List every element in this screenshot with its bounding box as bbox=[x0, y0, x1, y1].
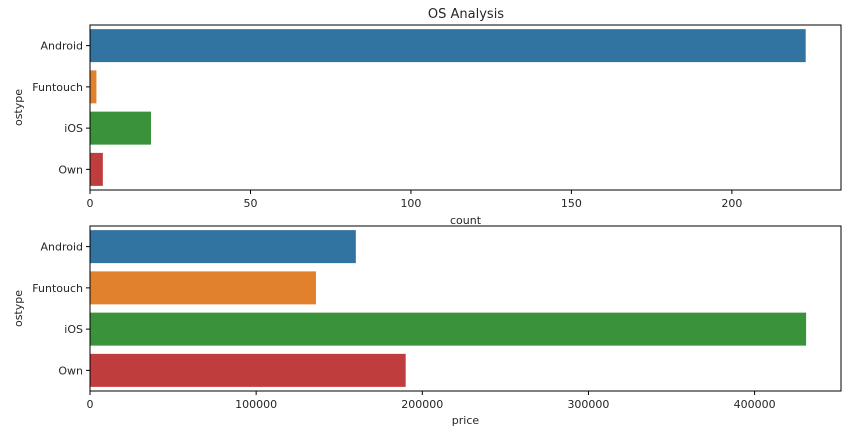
bar-ios bbox=[90, 312, 807, 346]
bar-funtouch bbox=[90, 271, 316, 305]
axes-frame bbox=[89, 225, 842, 392]
y-tick-label: Own bbox=[58, 163, 83, 176]
x-tick-label: 200 bbox=[721, 197, 742, 210]
x-tick-label: 50 bbox=[243, 197, 257, 210]
x-axis-label: price bbox=[452, 414, 480, 427]
y-tick-label: Android bbox=[40, 241, 83, 254]
x-tick-label: 0 bbox=[87, 398, 94, 411]
y-tick-label: Funtouch bbox=[32, 282, 83, 295]
y-tick-label: iOS bbox=[64, 323, 83, 336]
bar-funtouch bbox=[90, 70, 97, 104]
axes-frame bbox=[89, 24, 842, 191]
x-tick-label: 200000 bbox=[401, 398, 443, 411]
count-by-ostype-chart: Android Funtouch iOS Own 0 50 100 150 200 count os… bbox=[12, 24, 842, 227]
y-axis-label: ostype bbox=[12, 290, 25, 327]
y-tick-label: Own bbox=[58, 364, 83, 377]
x-axis-label: count bbox=[450, 214, 482, 227]
x-tick-label: 100 bbox=[400, 197, 421, 210]
y-tick-label: Funtouch bbox=[32, 81, 83, 94]
x-tick-label: 0 bbox=[87, 197, 94, 210]
price-by-ostype-chart: Android Funtouch iOS Own 0 100000 200000 300000… bbox=[12, 225, 842, 427]
x-tick-label: 400000 bbox=[734, 398, 776, 411]
bar-ios bbox=[90, 111, 151, 145]
y-tick-label: iOS bbox=[64, 122, 83, 135]
bar-android bbox=[90, 29, 806, 63]
bar-own bbox=[90, 353, 406, 387]
y-tick-label: Android bbox=[40, 40, 83, 53]
x-tick-label: 300000 bbox=[567, 398, 609, 411]
bar-android bbox=[90, 230, 356, 264]
bar-own bbox=[90, 152, 103, 186]
figure-title: OS Analysis bbox=[428, 7, 504, 22]
y-axis-label: ostype bbox=[12, 89, 25, 126]
x-tick-label: 100000 bbox=[235, 398, 277, 411]
x-tick-label: 150 bbox=[561, 197, 582, 210]
